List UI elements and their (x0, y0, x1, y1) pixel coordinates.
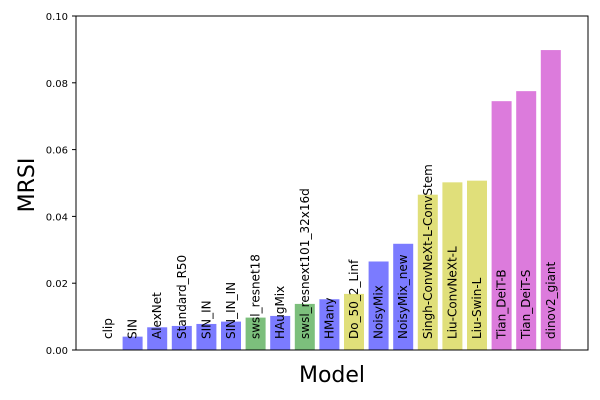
bar-sin-in-in (221, 321, 241, 350)
bar-category-label: SIN (126, 319, 140, 339)
bar-category-label: dinov2_giant (544, 261, 558, 339)
y-tick-label: 0.10 (46, 12, 68, 23)
bar-alexnet (147, 327, 168, 350)
y-axis-ticks: 0.00 0.02 0.04 0.06 0.08 0.10 (46, 12, 76, 357)
y-tick-label: 0.08 (46, 79, 68, 90)
bar-tian-deit-s (516, 91, 537, 351)
bar-category-label: NoisyMix_new (396, 254, 410, 339)
bar-category-label: Tian_DeiT-B (495, 269, 509, 340)
bar-category-label: Tian_DeiT-S (519, 270, 533, 340)
bar-do-50-2-linf (344, 293, 364, 350)
bar-sin (122, 336, 143, 350)
y-tick-label: 0.02 (46, 279, 68, 290)
bar-category-label: swsl_resnext101_32x16d (298, 188, 312, 339)
bar-noisymix-new (393, 243, 414, 350)
bar-standard-r50 (171, 325, 192, 350)
bar-category-label: NoisyMix (372, 285, 386, 339)
bar-category-label: Do_50_2_Linf (347, 259, 361, 339)
bar-liu-swin-l (467, 180, 487, 350)
bar-singh-convnext-l-convstem (417, 194, 438, 350)
bar-category-label: SIN_IN (199, 300, 213, 339)
bar-category-label: AlexNet (150, 292, 164, 339)
bar-hmany (319, 299, 340, 350)
y-axis-label: MRSI (15, 158, 40, 213)
bar-category-label: HMany (322, 298, 336, 339)
bars-layer (122, 50, 561, 351)
bar-category-label: clip (101, 318, 115, 339)
bar-dinov2-giant (540, 50, 561, 351)
bar-swsl-resnext101-32x16d (294, 303, 315, 350)
bar-category-label: SIN_IN_IN (224, 282, 238, 339)
plot-area-frame (75, 15, 589, 351)
y-tick-label: 0.00 (46, 346, 68, 357)
bar-sin-in (196, 323, 217, 350)
bar-haugmix (270, 315, 291, 350)
bar-tian-deit-b (491, 101, 512, 350)
bar-category-label: HAugMix (273, 286, 287, 339)
bar-category-label: Liu-ConvNeXt-L (445, 246, 459, 339)
bar-liu-convnext-l (442, 182, 463, 350)
bar-category-label: swsl_resnet18 (249, 254, 263, 339)
bar-category-label: Standard_R50 (175, 255, 189, 339)
x-axis-label: Model (299, 363, 365, 388)
bar-swsl-resnet18 (245, 317, 266, 350)
bar-noisymix (368, 261, 389, 350)
y-tick-label: 0.06 (46, 146, 68, 157)
bar-category-label: Liu-Swin-L (470, 277, 484, 339)
y-tick-label: 0.04 (46, 212, 68, 223)
bar-labels-layer: clip SIN AlexNet Standard_R50 SIN_IN SIN_IN_I… (101, 164, 558, 340)
bar-category-label: Singh-ConvNeXt-L-ConvStem (421, 164, 435, 339)
